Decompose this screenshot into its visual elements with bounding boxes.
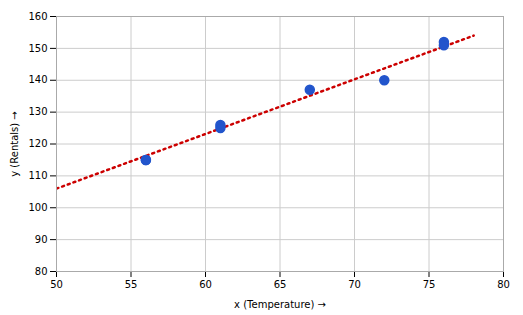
svg-text:130: 130: [28, 106, 47, 117]
svg-text:65: 65: [274, 279, 287, 290]
svg-text:y (Rentals) →: y (Rentals) →: [9, 111, 20, 176]
svg-text:60: 60: [199, 279, 212, 290]
svg-text:100: 100: [28, 202, 47, 213]
svg-text:55: 55: [125, 279, 138, 290]
svg-text:70: 70: [348, 279, 361, 290]
svg-text:x (Temperature) →: x (Temperature) →: [234, 299, 326, 310]
svg-text:75: 75: [423, 279, 436, 290]
svg-text:80: 80: [35, 266, 48, 277]
svg-text:160: 160: [28, 11, 47, 22]
svg-text:150: 150: [28, 43, 47, 54]
svg-text:140: 140: [28, 74, 47, 85]
svg-text:110: 110: [28, 170, 47, 181]
svg-text:80: 80: [497, 279, 510, 290]
svg-text:120: 120: [28, 138, 47, 149]
svg-text:50: 50: [50, 279, 63, 290]
svg-text:90: 90: [35, 234, 48, 245]
